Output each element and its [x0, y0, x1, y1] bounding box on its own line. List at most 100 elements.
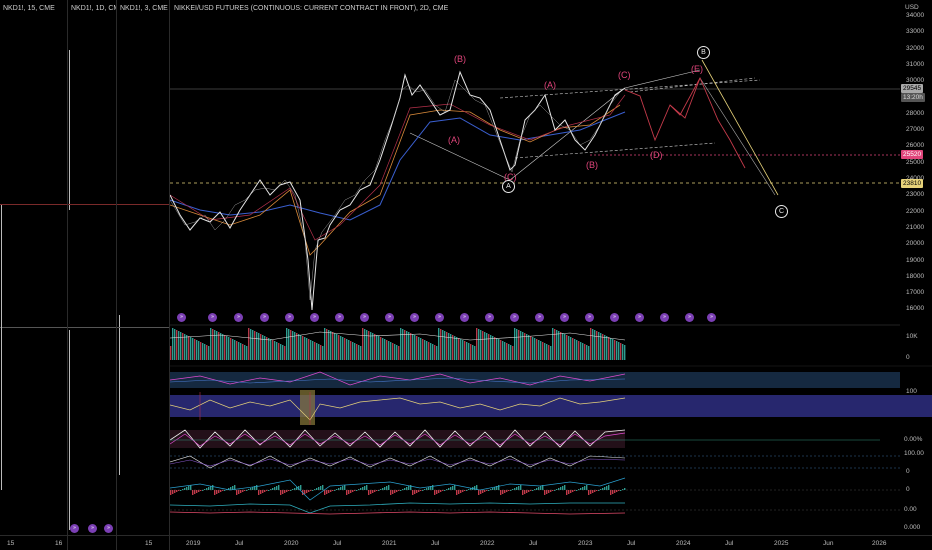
- histogram-bar: [380, 489, 382, 490]
- volume-bar: [478, 329, 480, 360]
- volume-bar: [300, 335, 302, 360]
- price-axis-label: 34000: [906, 12, 925, 19]
- rsi-axis-100: 100: [906, 388, 917, 395]
- fast-forward-icon[interactable]: »: [335, 313, 344, 322]
- fast-forward-icon[interactable]: »: [385, 313, 394, 322]
- histogram-bar: [432, 485, 434, 490]
- fast-forward-icon[interactable]: »: [70, 524, 79, 533]
- volume-bar: [182, 333, 184, 360]
- time-axis[interactable]: 15 16 15 2019 Jul 2020 Jul 2021 Jul 2022 Jul 202…: [0, 535, 932, 550]
- volume-bar: [542, 342, 544, 360]
- histogram-bar: [606, 486, 608, 490]
- volume-bar: [538, 340, 540, 360]
- volume-bar: [256, 332, 258, 360]
- bottom-axis-b: 0.000: [904, 524, 921, 531]
- volume-bar: [510, 345, 512, 360]
- histogram-bar: [526, 490, 528, 493]
- osc5-histogram: [170, 485, 626, 495]
- volume-bar: [362, 328, 364, 360]
- histogram-bar: [362, 487, 364, 490]
- volume-bar: [422, 339, 424, 360]
- volume-bar: [198, 341, 200, 360]
- fast-forward-icon[interactable]: »: [685, 313, 694, 322]
- volume-bar: [524, 333, 526, 360]
- histogram-bar: [174, 490, 176, 493]
- histogram-bar: [258, 490, 260, 495]
- volume-bar: [622, 344, 624, 360]
- volume-bar: [404, 330, 406, 360]
- pane-15m[interactable]: NKD1!, 15, CME: [0, 0, 67, 550]
- candle: [119, 315, 120, 475]
- volume-bar: [606, 336, 608, 360]
- histogram-bar: [450, 487, 452, 490]
- histogram-bar: [482, 490, 484, 493]
- pane-3m[interactable]: NKD1!, 3, CME »: [104, 0, 169, 550]
- histogram-bar: [498, 485, 500, 490]
- histogram-bar: [436, 490, 438, 494]
- histogram-bar: [418, 490, 420, 492]
- fast-forward-icon[interactable]: »: [460, 313, 469, 322]
- histogram-bar: [602, 488, 604, 490]
- volume-bar: [178, 331, 180, 360]
- histogram-bar: [402, 489, 404, 490]
- volume-bar: [590, 328, 592, 360]
- fast-forward-icon[interactable]: »: [104, 524, 113, 533]
- fast-forward-icon[interactable]: »: [360, 313, 369, 322]
- histogram-bar: [414, 490, 416, 494]
- volume-bar: [364, 329, 366, 360]
- fast-forward-icon[interactable]: »: [635, 313, 644, 322]
- histogram-bar: [306, 490, 308, 493]
- pane-1d[interactable]: NKD1!, 1D, CME » »: [68, 0, 124, 550]
- volume-bar: [372, 333, 374, 360]
- fast-forward-icon[interactable]: »: [410, 313, 419, 322]
- histogram-bar: [504, 490, 506, 493]
- main-chart-pane[interactable]: NIKKEI/USD FUTURES (CONTINUOUS: CURRENT …: [170, 0, 932, 550]
- volume-bar: [516, 329, 518, 360]
- fast-forward-icon[interactable]: »: [88, 524, 97, 533]
- histogram-bar: [494, 487, 496, 490]
- volume-bar: [576, 340, 578, 360]
- main-chart-title: NIKKEI/USD FUTURES (CONTINUOUS: CURRENT …: [174, 5, 449, 12]
- fast-forward-icon[interactable]: »: [585, 313, 594, 322]
- volume-bar: [472, 345, 474, 360]
- histogram-bar: [568, 490, 570, 494]
- histogram-bar: [392, 490, 394, 494]
- volume-bar: [444, 331, 446, 360]
- pane-divider[interactable]: [169, 0, 170, 550]
- fast-forward-icon[interactable]: »: [510, 313, 519, 322]
- histogram-bar: [474, 486, 476, 490]
- main-chart-svg[interactable]: [170, 0, 932, 550]
- fast-forward-icon[interactable]: »: [260, 313, 269, 322]
- fast-forward-icon[interactable]: »: [610, 313, 619, 322]
- fast-forward-icon[interactable]: »: [535, 313, 544, 322]
- volume-bar: [358, 345, 360, 360]
- osc3-line-magenta: [170, 432, 626, 447]
- wave-label-a: (A): [448, 135, 460, 145]
- volume-bar: [186, 335, 188, 360]
- volume-bar: [574, 339, 576, 360]
- fast-forward-icon[interactable]: »: [310, 313, 319, 322]
- volume-bar: [420, 338, 422, 360]
- wave-label-c2: (C): [618, 70, 631, 80]
- bottom-line-red: [170, 511, 626, 515]
- pane-divider[interactable]: [116, 0, 117, 550]
- volume-bar: [170, 346, 172, 360]
- pane-divider[interactable]: [67, 0, 68, 550]
- histogram-bar: [422, 490, 424, 491]
- fast-forward-icon[interactable]: »: [208, 313, 217, 322]
- fast-forward-icon[interactable]: »: [285, 313, 294, 322]
- histogram-bar: [204, 489, 206, 490]
- histogram-bar: [220, 490, 222, 492]
- histogram-bar: [464, 490, 466, 491]
- fast-forward-icon[interactable]: »: [435, 313, 444, 322]
- fast-forward-icon[interactable]: »: [485, 313, 494, 322]
- fast-forward-icon[interactable]: »: [177, 313, 186, 322]
- volume-bar: [264, 336, 266, 360]
- fast-forward-icon[interactable]: »: [234, 313, 243, 322]
- volume-bar: [484, 332, 486, 360]
- fast-forward-icon[interactable]: »: [560, 313, 569, 322]
- fast-forward-icon[interactable]: »: [660, 313, 669, 322]
- fast-forward-icon[interactable]: »: [707, 313, 716, 322]
- histogram-bar: [398, 490, 400, 491]
- histogram-bar: [478, 490, 480, 495]
